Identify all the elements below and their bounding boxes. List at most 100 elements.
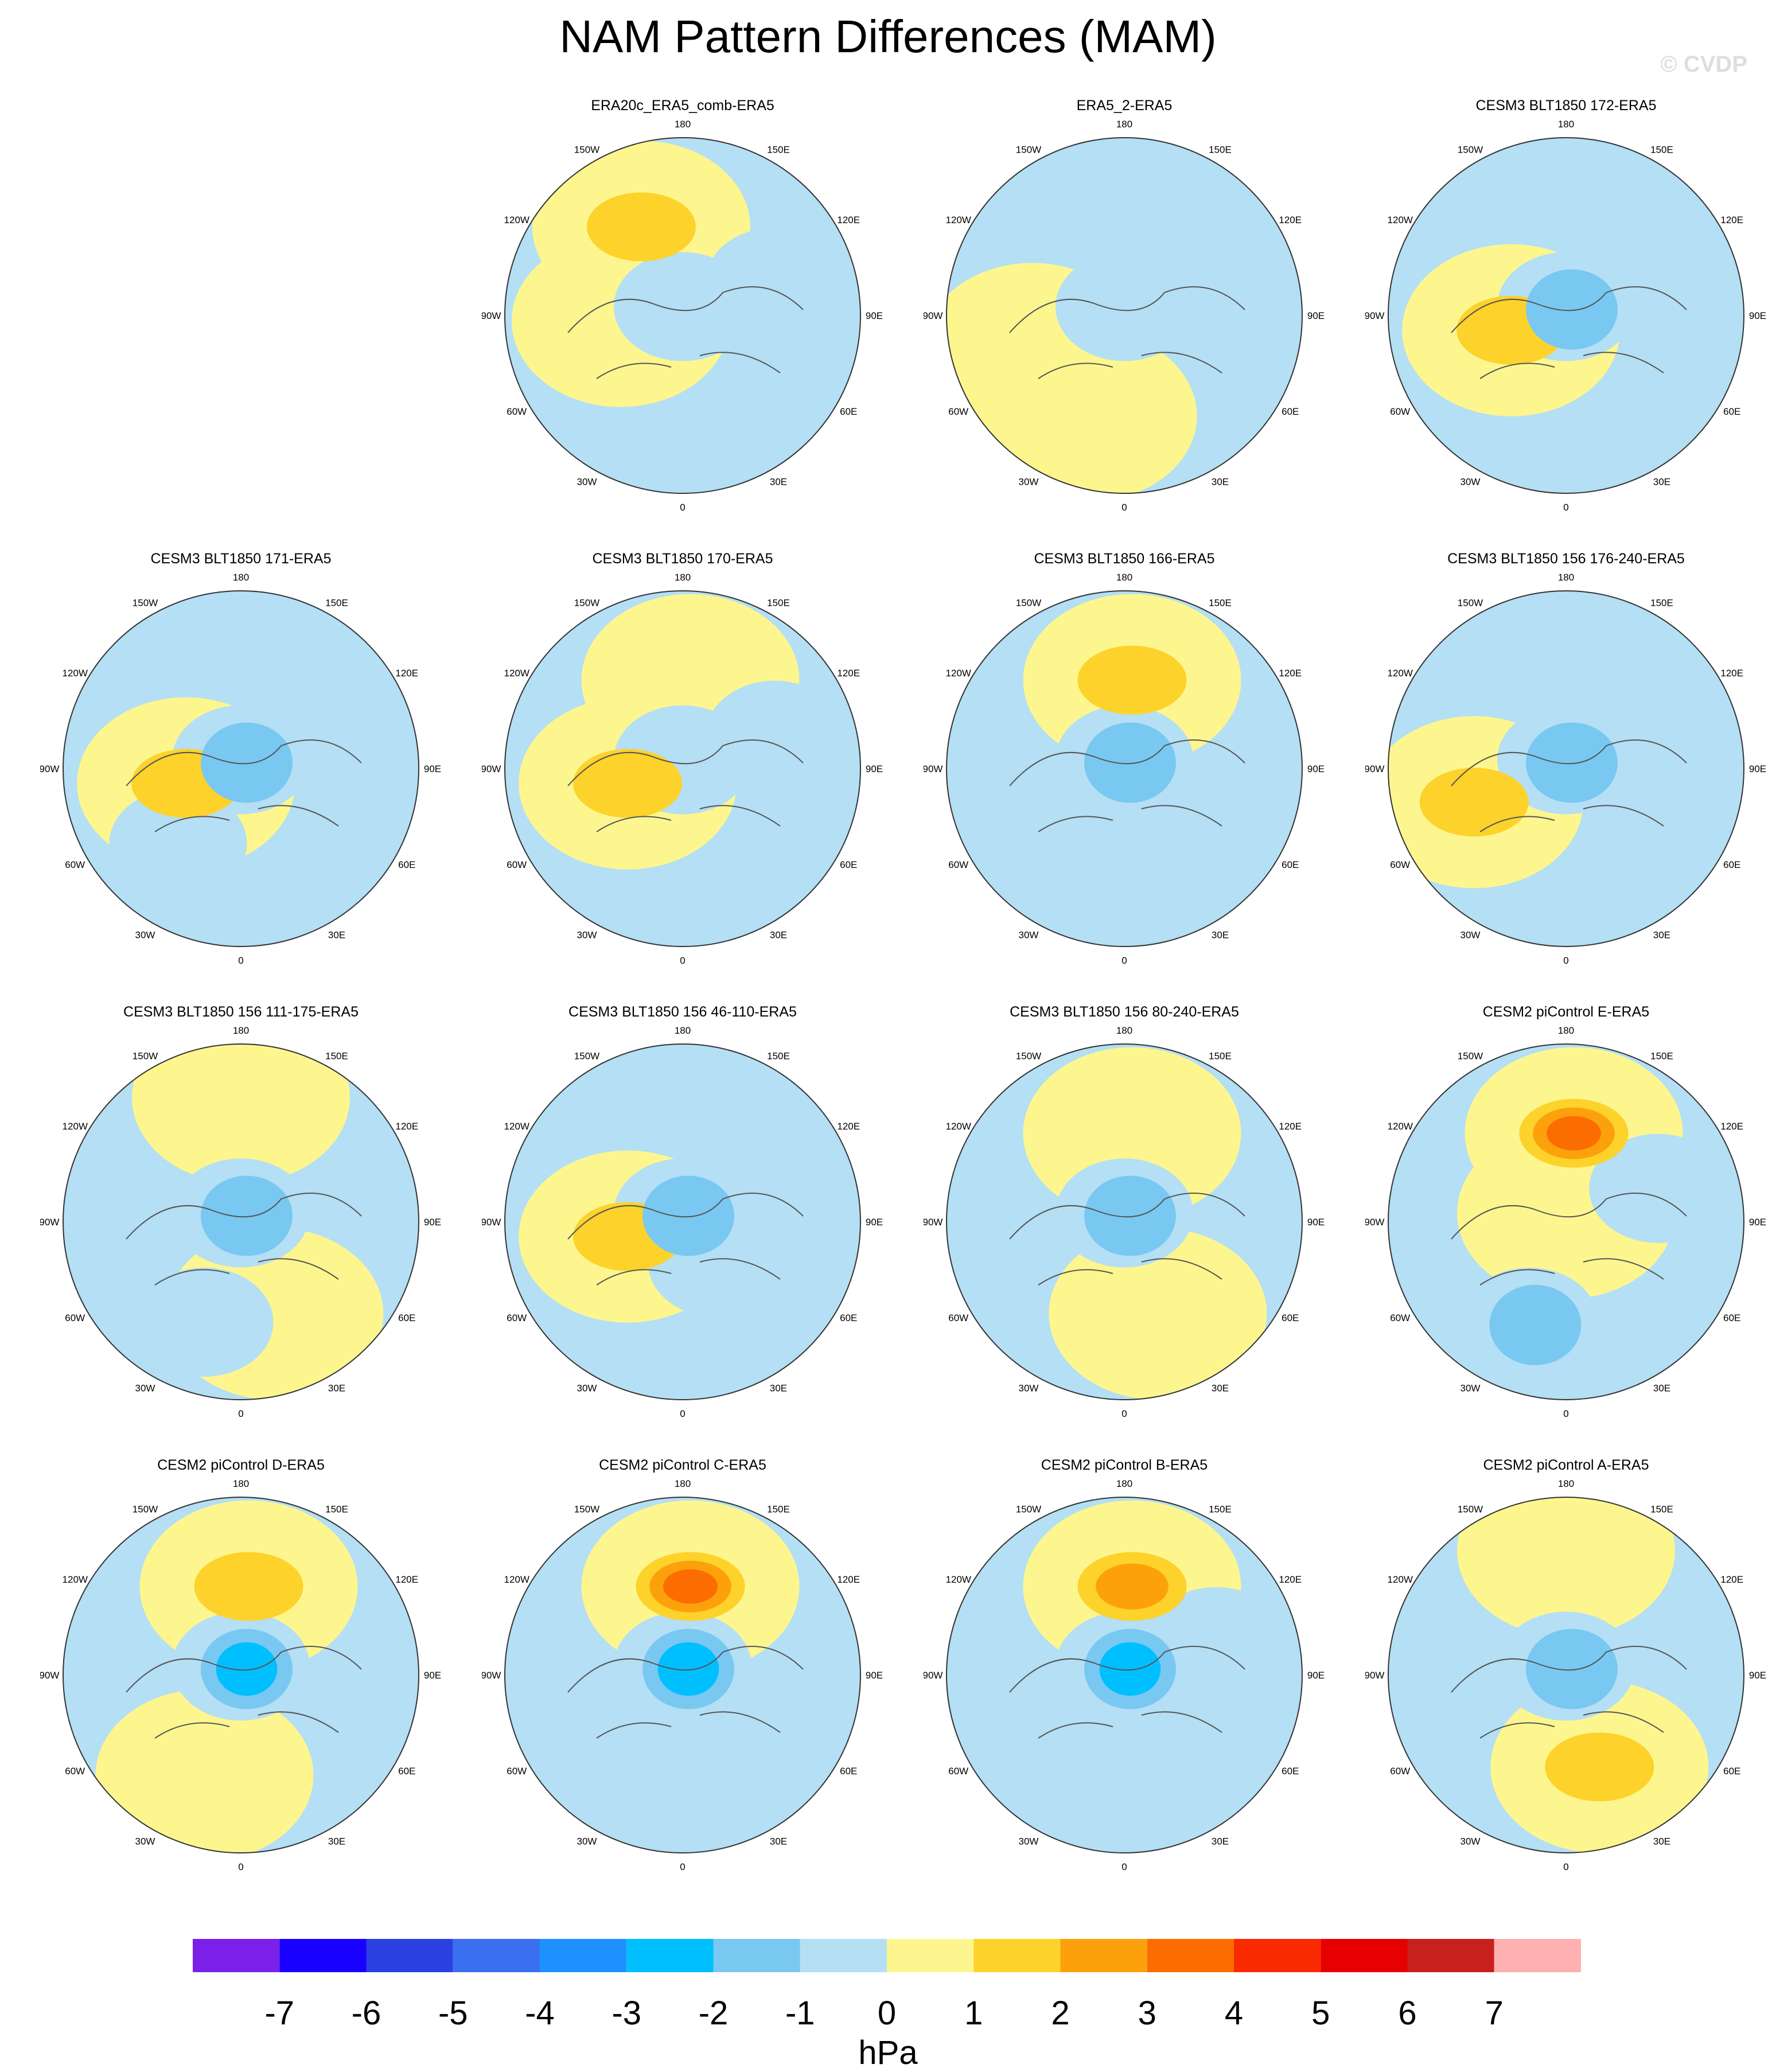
longitude-label: 90W — [40, 1670, 59, 1681]
longitude-label: 0 — [680, 1408, 685, 1419]
longitude-label: 60W — [65, 1766, 85, 1777]
longitude-label: 180 — [675, 572, 691, 583]
longitude-label: 60W — [948, 406, 968, 417]
longitude-label: 90W — [482, 1217, 501, 1228]
colorbar — [193, 1939, 1581, 1972]
panel-title: CESM2 piControl C-ERA5 — [599, 1457, 766, 1473]
longitude-label: 60W — [65, 859, 85, 870]
longitude-label: 60E — [840, 1766, 857, 1777]
longitude-label: 0 — [680, 502, 685, 513]
map-border — [504, 1043, 861, 1400]
colorbar-tick-label: -7 — [264, 1995, 295, 2032]
panel-title: ERA5_2-ERA5 — [1076, 98, 1173, 114]
longitude-label: 60W — [507, 859, 527, 870]
longitude-label: 30E — [1653, 1382, 1670, 1393]
positive-peak-contour — [1096, 1563, 1169, 1610]
negative-peak-contour — [1526, 722, 1618, 803]
negative-peak-contour — [642, 1175, 734, 1256]
longitude-label: 120W — [1388, 1121, 1413, 1132]
polar-map: 180 150E 120E 90E 60E 30E 0 30W 60W 90W 120W 150W — [40, 572, 441, 966]
polar-map: 180 150E 120E 90E 60E 30E 0 30W 60W 90W 120W 150W — [1365, 119, 1766, 513]
longitude-label: 180 — [1116, 1025, 1132, 1036]
longitude-label: 30E — [328, 1836, 345, 1847]
colorbar-swatch — [1494, 1939, 1581, 1972]
colorbar-tick-label: -4 — [525, 1995, 555, 2032]
colorbar-tick-label: -6 — [351, 1995, 381, 2032]
longitude-label: 90E — [1749, 310, 1766, 321]
positive-peak-contour — [1077, 645, 1187, 715]
longitude-label: 30W — [135, 1382, 155, 1393]
longitude-label: 0 — [680, 1861, 685, 1872]
longitude-label: 60W — [948, 859, 968, 870]
panel-title: CESM3 BLT1850 156 176-240-ERA5 — [1447, 551, 1685, 567]
longitude-label: 120W — [63, 668, 88, 679]
colorbar-tick-label: 3 — [1138, 1995, 1156, 2032]
longitude-label: 90E — [1307, 764, 1325, 774]
colorbar-tick-label: 0 — [877, 1995, 897, 2032]
longitude-label: 150E — [1650, 1051, 1673, 1062]
longitude-label: 30W — [1460, 1382, 1481, 1393]
coastline — [126, 739, 362, 832]
longitude-label: 150W — [1458, 1504, 1483, 1515]
longitude-label: 60W — [65, 1312, 85, 1323]
polar-map: 180 150E 120E 90E 60E 30E 0 30W 60W 90W 120W 150W — [40, 1478, 441, 1872]
longitude-label: 30E — [1212, 1382, 1229, 1393]
longitude-label: 30W — [577, 1836, 597, 1847]
negative-peak-contour — [1084, 722, 1176, 803]
colorbar-swatch — [540, 1939, 627, 1972]
longitude-label: 0 — [238, 1408, 243, 1419]
longitude-label: 30W — [1019, 476, 1039, 487]
panel-title: CESM3 BLT1850 170-ERA5 — [592, 551, 773, 567]
negative-peak-contour — [1099, 1642, 1161, 1696]
longitude-label: 120W — [946, 215, 971, 225]
longitude-label: 180 — [1116, 119, 1132, 130]
map-panel: CESM2 piControl B-ERA5 180 150E 120E 90E 60E 3… — [924, 1457, 1325, 1910]
longitude-label: 60E — [398, 1766, 415, 1777]
map-panel: ERA20c_ERA5_comb-ERA5 180 150E 120E 90E 60E 30… — [482, 98, 883, 551]
longitude-label: 120E — [1720, 1121, 1743, 1132]
longitude-label: 150E — [767, 145, 790, 155]
panel-title: CESM3 BLT1850 156 46-110-ERA5 — [568, 1004, 797, 1020]
longitude-label: 180 — [675, 1025, 691, 1036]
colorbar-tick-label: 6 — [1398, 1995, 1417, 2032]
longitude-label: 120W — [504, 668, 529, 679]
longitude-label: 30W — [1019, 1382, 1039, 1393]
longitude-label: 0 — [1563, 955, 1568, 966]
longitude-label: 90E — [1749, 1217, 1766, 1228]
map-border — [946, 1497, 1303, 1853]
negative-peak-contour — [201, 1175, 293, 1256]
longitude-label: 150E — [1209, 1504, 1232, 1515]
longitude-label: 60W — [1390, 1312, 1410, 1323]
colorbar-swatch — [1060, 1939, 1147, 1972]
negative-anomaly-region — [1589, 227, 1727, 337]
longitude-label: 150W — [1458, 598, 1483, 609]
longitude-label: 90W — [924, 1217, 942, 1228]
longitude-label: 90E — [1749, 1670, 1766, 1681]
coastline — [567, 286, 804, 379]
panel-title: CESM3 BLT1850 156 80-240-ERA5 — [1010, 1004, 1239, 1020]
longitude-label: 90E — [866, 310, 883, 321]
longitude-label: 30E — [1653, 929, 1670, 940]
longitude-label: 30E — [328, 1382, 345, 1393]
map-border — [63, 590, 419, 947]
longitude-label: 150W — [133, 1051, 158, 1062]
longitude-label: 0 — [1121, 1408, 1127, 1419]
longitude-label: 120E — [837, 1121, 860, 1132]
positive-anomaly-region — [132, 1044, 350, 1183]
longitude-label: 180 — [1558, 572, 1574, 583]
longitude-label: 120W — [946, 668, 971, 679]
positive-peak-contour — [194, 1552, 303, 1621]
map-panel: CESM3 BLT1850 156 176-240-ERA5 180 150E 120… — [1365, 551, 1767, 1004]
longitude-label: 90E — [424, 764, 441, 774]
longitude-label: 30E — [1212, 1836, 1229, 1847]
negative-anomaly-region — [1147, 1587, 1286, 1696]
negative-anomaly-region — [577, 1720, 715, 1830]
longitude-label: 120W — [946, 1121, 971, 1132]
longitude-label: 120E — [395, 1121, 418, 1132]
polar-map: 180 150E 120E 90E 60E 30E 0 30W 60W 90W 120W 150W — [482, 572, 883, 966]
figure-title: NAM Pattern Differences (MAM) — [559, 11, 1217, 62]
longitude-label: 150W — [133, 1504, 158, 1515]
negative-peak-contour — [1489, 1284, 1582, 1365]
longitude-label: 30W — [1460, 929, 1481, 940]
map-border — [946, 137, 1303, 494]
